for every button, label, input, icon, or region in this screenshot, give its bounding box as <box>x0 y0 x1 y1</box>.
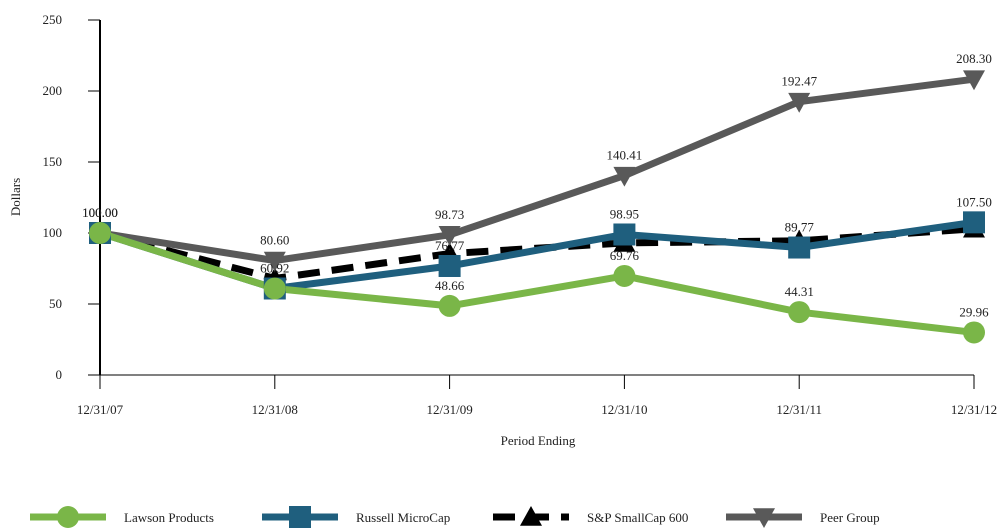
data-label-lawson-products: 69.76 <box>610 248 640 263</box>
data-label-lawson-products: 44.31 <box>785 284 814 299</box>
marker-peer-group <box>788 92 811 113</box>
marker-peer-group <box>613 166 636 187</box>
legend-item-russell-microcap: Russell MicroCap <box>262 506 450 528</box>
x-tick-label: 12/31/10 <box>601 402 647 417</box>
axes: 0 50 100 150 200 250 12/31/07 12/31/08 12/31/09 1… <box>43 12 998 417</box>
data-label-lawson-products: 100.00 <box>82 205 118 220</box>
data-label-peer-group: 140.41 <box>607 148 643 163</box>
x-tick-label: 12/31/12 <box>951 402 997 417</box>
marker-russell-microcap <box>963 211 985 234</box>
marker-peer-group <box>963 70 985 91</box>
data-label-lawson-products: 48.66 <box>435 278 465 293</box>
data-label-lawson-products: 60.92 <box>260 260 289 275</box>
data-label-russell-microcap: 76.77 <box>435 238 465 253</box>
x-tick-label: 12/31/07 <box>77 402 124 417</box>
y-tick-label: 250 <box>43 12 63 27</box>
y-axis-title: Dollars <box>8 178 23 216</box>
legend-label-russell-microcap: Russell MicroCap <box>356 510 450 525</box>
data-label-peer-group: 192.47 <box>781 74 817 89</box>
marker-lawson-products <box>788 301 811 324</box>
marker-russell-microcap <box>438 254 461 277</box>
legend: Lawson Products Russell MicroCap S&P Small… <box>30 506 880 528</box>
y-tick-label: 100 <box>43 225 63 240</box>
marker-lawson-products <box>89 222 111 244</box>
legend-item-lawson-products: Lawson Products <box>30 506 214 528</box>
data-label-peer-group: 208.30 <box>956 51 992 66</box>
data-label-russell-microcap: 107.50 <box>956 194 992 209</box>
legend-marker-lawson-products <box>57 506 79 528</box>
data-label-lawson-products: 29.96 <box>959 304 989 319</box>
data-labels: 100.0060.9248.6669.7644.3129.96100.0076.… <box>82 51 992 319</box>
marker-russell-microcap <box>788 236 811 259</box>
x-tick-label: 12/31/09 <box>426 402 472 417</box>
y-tick-label: 50 <box>49 296 62 311</box>
x-tick-label: 12/31/08 <box>252 402 298 417</box>
marker-lawson-products <box>613 264 636 287</box>
legend-marker-russell-microcap <box>289 506 311 528</box>
legend-label-s-p-smallcap-600: S&P SmallCap 600 <box>587 510 688 525</box>
marker-russell-microcap <box>613 223 636 246</box>
marker-lawson-products <box>263 277 286 300</box>
marker-lawson-products <box>438 294 461 317</box>
series-line-peer-group <box>99 75 975 265</box>
data-label-russell-microcap: 89.77 <box>785 220 815 235</box>
x-tick-label: 12/31/11 <box>776 402 822 417</box>
data-label-peer-group: 98.73 <box>435 207 464 222</box>
legend-marker-peer-group <box>753 508 775 528</box>
marker-lawson-products <box>963 321 985 344</box>
y-tick-label: 200 <box>43 83 63 98</box>
data-label-russell-microcap: 100.00 <box>82 205 118 220</box>
legend-item-peer-group: Peer Group <box>726 508 880 528</box>
y-tick-label: 0 <box>56 367 63 382</box>
marker-peer-group <box>263 251 286 272</box>
series-markers <box>89 70 985 344</box>
legend-marker-s-p-smallcap-600 <box>520 506 542 526</box>
legend-item-s-p-smallcap-600: S&P SmallCap 600 <box>493 506 688 526</box>
x-axis-title: Period Ending <box>501 433 576 448</box>
legend-label-peer-group: Peer Group <box>820 510 880 525</box>
marker-peer-group <box>438 226 461 246</box>
data-label-russell-microcap: 98.95 <box>610 206 639 221</box>
series-lines <box>98 75 975 336</box>
data-label-peer-group: 80.60 <box>260 233 289 248</box>
series-line-lawson-products <box>98 229 975 336</box>
legend-label-lawson-products: Lawson Products <box>124 510 214 525</box>
y-tick-label: 150 <box>43 154 63 169</box>
